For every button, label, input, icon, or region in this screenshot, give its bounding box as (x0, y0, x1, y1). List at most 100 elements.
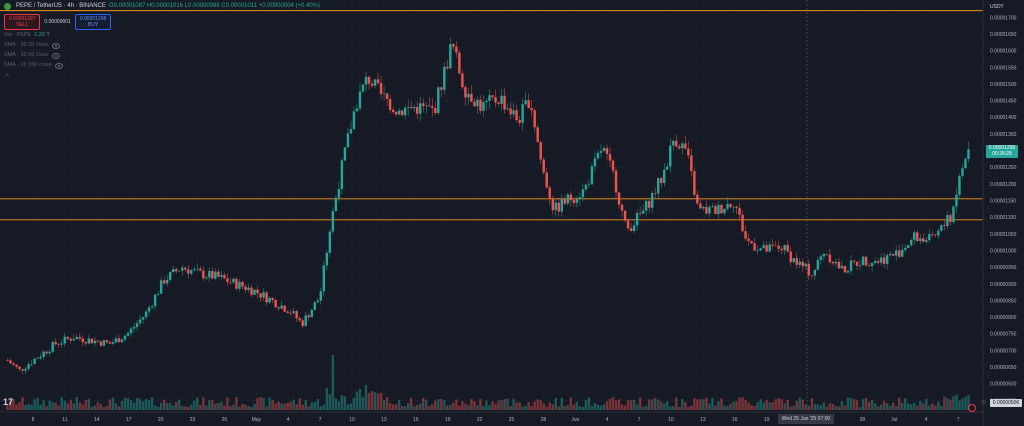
candle-body (319, 291, 323, 301)
time-tick-label: 25 (509, 417, 515, 423)
candle-body (714, 206, 717, 214)
volume-price-badge: 0.00000506 (990, 399, 1022, 407)
volume-bar (382, 400, 386, 410)
volume-bar (190, 404, 193, 410)
indicator-sma-50[interactable]: SMA · 10 50 close (4, 51, 320, 60)
collapse-legend-icon[interactable]: ^ (6, 74, 9, 80)
candle-body (789, 251, 792, 263)
tradingview-logo[interactable]: 17 (3, 397, 14, 407)
volume-bar (36, 397, 39, 410)
eye-icon[interactable] (54, 62, 63, 69)
candle-body (840, 265, 844, 269)
volume-bar (690, 405, 693, 410)
candle-body (747, 238, 750, 242)
candle-body (156, 293, 160, 295)
candle-body (150, 306, 154, 308)
candle-body (813, 269, 817, 276)
volume-bar (792, 405, 795, 410)
candle-body (250, 287, 253, 295)
volume-bar (304, 399, 307, 410)
volume-bar (446, 405, 449, 410)
sell-price: 0.00001297 (9, 16, 36, 22)
volume-bar (479, 398, 482, 410)
volume-bar (816, 404, 820, 410)
indicator-volume[interactable]: Vol · PEPE 1.32 T (4, 32, 50, 38)
candle-body (792, 258, 795, 263)
candle-body (650, 193, 654, 208)
time-tick-label: 16 (732, 417, 738, 423)
candle-body (458, 52, 461, 74)
time-tick-label: 20 (158, 417, 164, 423)
volume-bar (129, 400, 133, 410)
volume-bar (916, 405, 919, 410)
candle-body (473, 101, 476, 107)
time-tick-label: 17 (126, 417, 132, 423)
candle-body (560, 198, 564, 212)
volume-bar (518, 402, 521, 410)
volume-bar (919, 400, 922, 410)
volume-bar (717, 401, 720, 410)
candle-body (440, 87, 443, 90)
candle-body (497, 102, 500, 104)
volume-bar (461, 401, 464, 410)
candle-body (587, 184, 591, 185)
candle-body (551, 198, 554, 211)
candle-body (283, 305, 286, 312)
candle-body (268, 297, 271, 303)
volume-bar (277, 401, 280, 410)
eye-icon[interactable] (51, 42, 60, 49)
candle-body (729, 203, 732, 208)
indicator-sma-100[interactable]: SMA · 10 100 close (4, 61, 320, 70)
candle-body (593, 158, 597, 167)
candle-body (825, 253, 829, 255)
symbol-title[interactable]: PEPE / TetherUS · 4h · BINANCE (16, 3, 106, 9)
candle-body (193, 269, 196, 271)
price-tick-label: 0.00001100 (990, 215, 1016, 221)
volume-bar (370, 390, 374, 410)
settings-gear-icon[interactable] (968, 404, 976, 412)
time-tick-label: 4 (606, 417, 609, 423)
volume-bar (964, 396, 967, 410)
eye-icon[interactable] (51, 52, 60, 59)
volume-bar (515, 402, 518, 410)
price-tick-label: 0.00001350 (990, 132, 1017, 138)
price-tick-label: 0.00000800 (990, 315, 1017, 321)
candle-body (831, 261, 835, 264)
volume-bar (319, 406, 323, 410)
volume-bar (638, 397, 642, 410)
candle-body (910, 239, 913, 246)
volume-bar (54, 402, 57, 410)
candle-body (355, 108, 359, 112)
volume-bar (75, 397, 78, 410)
time-tick-label: 28 (860, 417, 866, 423)
buy-button[interactable]: 0.00001298 BUY (74, 14, 112, 30)
candle-body (51, 342, 54, 352)
volume-bar (783, 403, 786, 410)
candle-body (762, 245, 765, 249)
auto-scale-icon[interactable]: ⊙ (981, 400, 987, 406)
volume-bar (403, 406, 407, 410)
volume-bar (804, 404, 808, 410)
candle-body (491, 95, 494, 98)
volume-bar (891, 402, 895, 410)
volume-bar (864, 397, 868, 410)
volume-bar (922, 403, 925, 410)
sell-button[interactable]: 0.00001297 SELL (4, 14, 41, 30)
volume-bar (301, 404, 304, 410)
candle-body (545, 172, 548, 188)
candle-body (214, 271, 217, 279)
volume-bar (765, 399, 768, 410)
candle-body (647, 201, 651, 208)
candle-body (138, 319, 142, 324)
volume-bar (626, 400, 630, 410)
time-tick-label: 4 (925, 417, 928, 423)
currency-label[interactable]: USDT (990, 4, 1004, 10)
indicator-sma-20[interactable]: SMA · 10 20 close (4, 41, 320, 50)
volume-bar (428, 406, 431, 410)
volume-bar (138, 398, 142, 410)
volume-bar (825, 406, 829, 410)
price-tick-label: 0.00001250 (990, 165, 1017, 171)
price-tick-label: 0.00001550 (990, 65, 1017, 71)
candle-body (723, 208, 726, 214)
